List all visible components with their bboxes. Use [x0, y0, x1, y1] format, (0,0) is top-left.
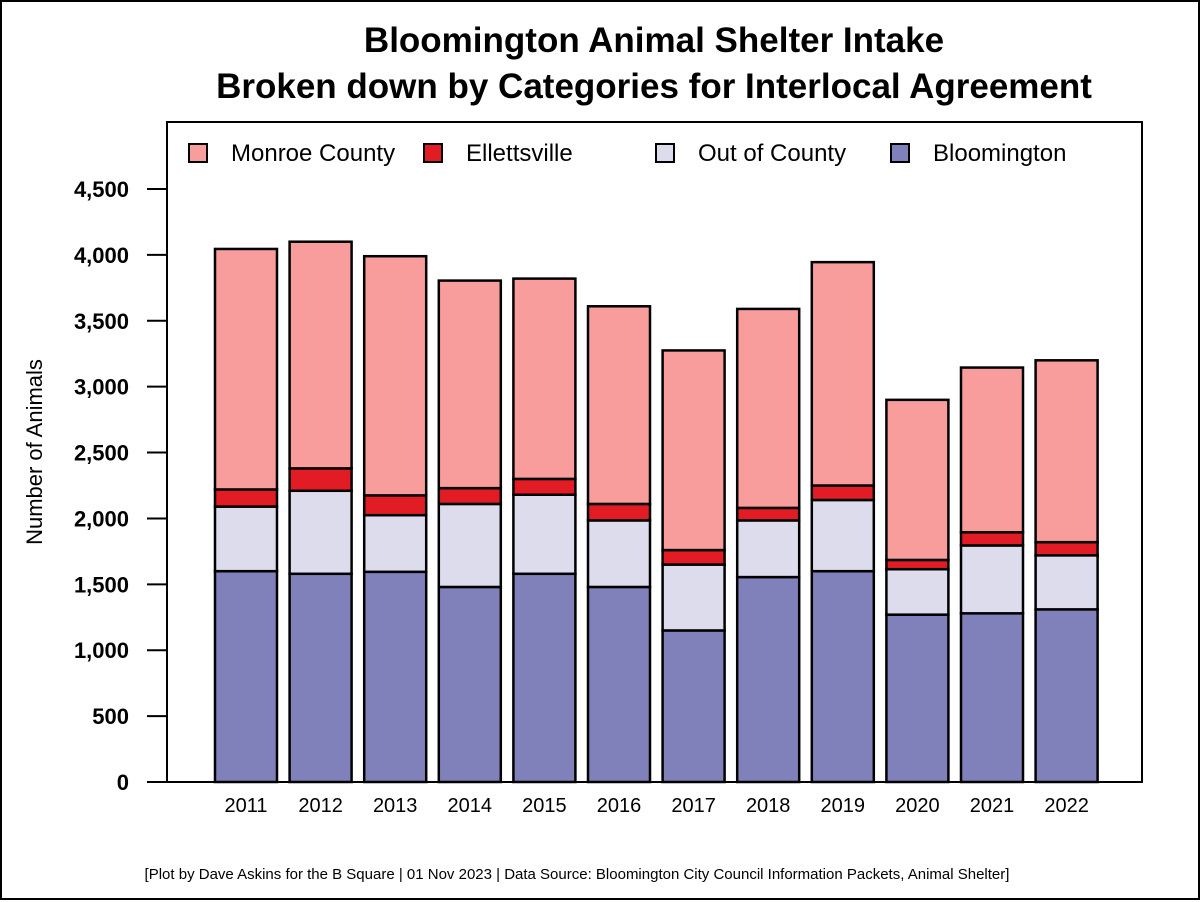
chart-subtitle: Broken down by Categories for Interlocal… [216, 67, 1092, 106]
bar-segment-bloomington-2013 [362, 570, 428, 784]
bar-segment-monroe-county-2014 [437, 279, 503, 490]
bar-segment-ellettsville-2019 [810, 484, 876, 502]
bar-segment-out-of-county-2018 [735, 519, 801, 579]
bar-segment-monroe-county-2012 [288, 240, 353, 470]
bar-segment-bloomington-2014 [437, 585, 503, 784]
bar-segment-ellettsville-2011 [213, 488, 279, 508]
y-tick-label: 3,000 [74, 375, 129, 400]
bar-segment-bloomington-2022 [1034, 608, 1099, 784]
legend-swatch-ellettsville [423, 143, 443, 163]
x-tick-label: 2014 [448, 795, 493, 817]
bar-segment-ellettsville-2012 [288, 467, 353, 493]
bar-segment-bloomington-2015 [512, 572, 577, 784]
y-tick-label: 0 [117, 770, 129, 795]
bars-group [213, 240, 1099, 784]
x-tick-label: 2020 [895, 795, 940, 817]
bar-segment-monroe-county-2019 [810, 260, 876, 487]
chart-title: Bloomington Animal Shelter Intake [364, 21, 944, 60]
y-tick-label: 3,500 [74, 309, 129, 334]
bar-segment-bloomington-2011 [213, 569, 279, 784]
x-tick-label: 2015 [522, 795, 567, 817]
bar-segment-bloomington-2017 [661, 629, 726, 784]
legend-swatch-out-of-county [655, 143, 675, 163]
x-tick-label: 2012 [298, 795, 343, 817]
bar-segment-monroe-county-2018 [735, 307, 801, 510]
bar-segment-ellettsville-2016 [586, 502, 652, 522]
legend: Monroe County Ellettsville Out of County Bl… [188, 140, 1066, 167]
bar-segment-monroe-county-2021 [959, 366, 1025, 534]
bar-segment-ellettsville-2017 [661, 548, 726, 566]
bar-segment-bloomington-2021 [959, 612, 1025, 784]
bar-segment-monroe-county-2020 [885, 398, 950, 562]
bar-segment-out-of-county-2013 [362, 513, 428, 574]
x-tick-label: 2013 [373, 795, 418, 817]
legend-label: Bloomington [933, 140, 1066, 167]
x-tick-label: 2022 [1044, 795, 1089, 817]
bar-segment-bloomington-2012 [288, 572, 353, 784]
x-tick-label: 2021 [970, 795, 1015, 817]
bar-segment-out-of-county-2012 [288, 489, 353, 576]
legend-label: Out of County [698, 140, 846, 167]
x-tick-label: 2018 [746, 795, 791, 817]
bar-segment-out-of-county-2017 [661, 563, 726, 632]
bar-segment-ellettsville-2022 [1034, 540, 1099, 557]
bar-segment-monroe-county-2016 [586, 305, 652, 506]
y-axis-label: Number of Animals [22, 359, 47, 545]
bar-segment-out-of-county-2015 [512, 493, 577, 576]
y-tick-label: 1,000 [74, 638, 129, 663]
bar-segment-out-of-county-2022 [1034, 554, 1099, 611]
y-tick-label: 500 [92, 704, 129, 729]
x-tick-label: 2017 [671, 795, 716, 817]
bar-segment-bloomington-2019 [810, 569, 876, 784]
bar-segment-out-of-county-2016 [586, 519, 652, 589]
bar-segment-bloomington-2016 [586, 585, 652, 784]
x-tick-label: 2019 [821, 795, 866, 817]
x-tick-label: 2011 [224, 795, 267, 817]
y-tick-label: 2,000 [74, 506, 129, 531]
bar-segment-ellettsville-2014 [437, 486, 503, 506]
y-tick-label: 2,500 [74, 441, 129, 466]
bar-segment-ellettsville-2015 [512, 477, 577, 496]
legend-swatch-bloomington [890, 143, 910, 163]
bar-segment-ellettsville-2020 [885, 558, 950, 571]
bar-segment-out-of-county-2021 [959, 544, 1025, 615]
bar-segment-monroe-county-2011 [213, 247, 279, 491]
y-axis: 0 500 1,000 1,500 2,000 2,500 3,000 3,500 4,000 4… [74, 177, 167, 795]
bar-segment-out-of-county-2020 [885, 567, 950, 616]
bar-segment-ellettsville-2021 [959, 531, 1025, 547]
bar-segment-ellettsville-2013 [362, 494, 428, 517]
bar-segment-out-of-county-2011 [213, 505, 279, 573]
bar-segment-bloomington-2018 [735, 575, 801, 784]
bar-segment-ellettsville-2018 [735, 506, 801, 522]
y-tick-label: 4,500 [74, 177, 129, 202]
x-axis: 2011 2012 2013 2014 2015 2016 2017 2018 2019 2020… [224, 795, 1088, 817]
bar-segment-monroe-county-2013 [362, 254, 428, 497]
bar-segment-bloomington-2020 [885, 613, 950, 784]
y-tick-label: 4,000 [74, 243, 129, 268]
bar-segment-out-of-county-2019 [810, 498, 876, 573]
bar-segment-monroe-county-2022 [1034, 359, 1099, 544]
legend-label: Monroe County [231, 140, 395, 167]
legend-label: Ellettsville [466, 140, 573, 167]
bar-segment-monroe-county-2017 [661, 349, 726, 552]
chart-caption: [Plot by Dave Askins for the B Square | … [145, 866, 1010, 883]
y-tick-label: 1,500 [74, 572, 129, 597]
bar-segment-out-of-county-2014 [437, 502, 503, 589]
bar-segment-monroe-county-2015 [512, 277, 577, 481]
x-tick-label: 2016 [597, 795, 642, 817]
legend-swatch-monroe-county [188, 143, 208, 163]
